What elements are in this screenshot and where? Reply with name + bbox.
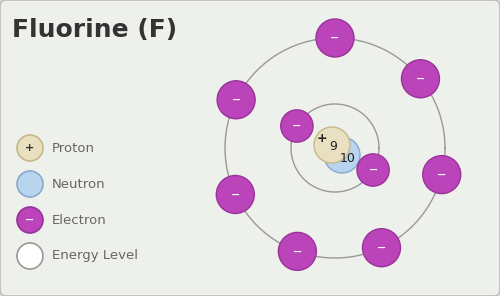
Text: −: −	[292, 246, 302, 256]
Circle shape	[17, 243, 43, 269]
Text: 10: 10	[340, 152, 356, 165]
Text: −: −	[330, 33, 340, 43]
Circle shape	[216, 176, 254, 213]
Text: Proton: Proton	[52, 141, 95, 155]
Text: +: +	[316, 131, 328, 144]
Text: Energy Level: Energy Level	[52, 250, 138, 263]
Circle shape	[17, 171, 43, 197]
Circle shape	[362, 229, 401, 267]
Circle shape	[17, 135, 43, 161]
Text: Electron: Electron	[52, 213, 107, 226]
Circle shape	[278, 232, 316, 270]
Text: −: −	[292, 121, 302, 131]
Circle shape	[314, 127, 350, 163]
Circle shape	[17, 207, 43, 233]
Text: 9: 9	[329, 139, 337, 152]
Text: Fluorine (F): Fluorine (F)	[12, 18, 177, 42]
Circle shape	[422, 156, 461, 194]
Circle shape	[280, 110, 313, 142]
Circle shape	[357, 154, 390, 186]
Circle shape	[316, 19, 354, 57]
Text: −: −	[377, 243, 386, 253]
Text: −: −	[368, 165, 378, 175]
Circle shape	[324, 137, 360, 173]
Text: −: −	[437, 170, 446, 180]
Text: Neutron: Neutron	[52, 178, 106, 191]
Circle shape	[217, 81, 255, 119]
Text: −: −	[232, 95, 241, 105]
Circle shape	[402, 60, 440, 98]
Text: −: −	[230, 189, 240, 200]
Text: −: −	[26, 215, 35, 225]
Text: +: +	[26, 143, 35, 153]
Text: −: −	[416, 74, 425, 84]
